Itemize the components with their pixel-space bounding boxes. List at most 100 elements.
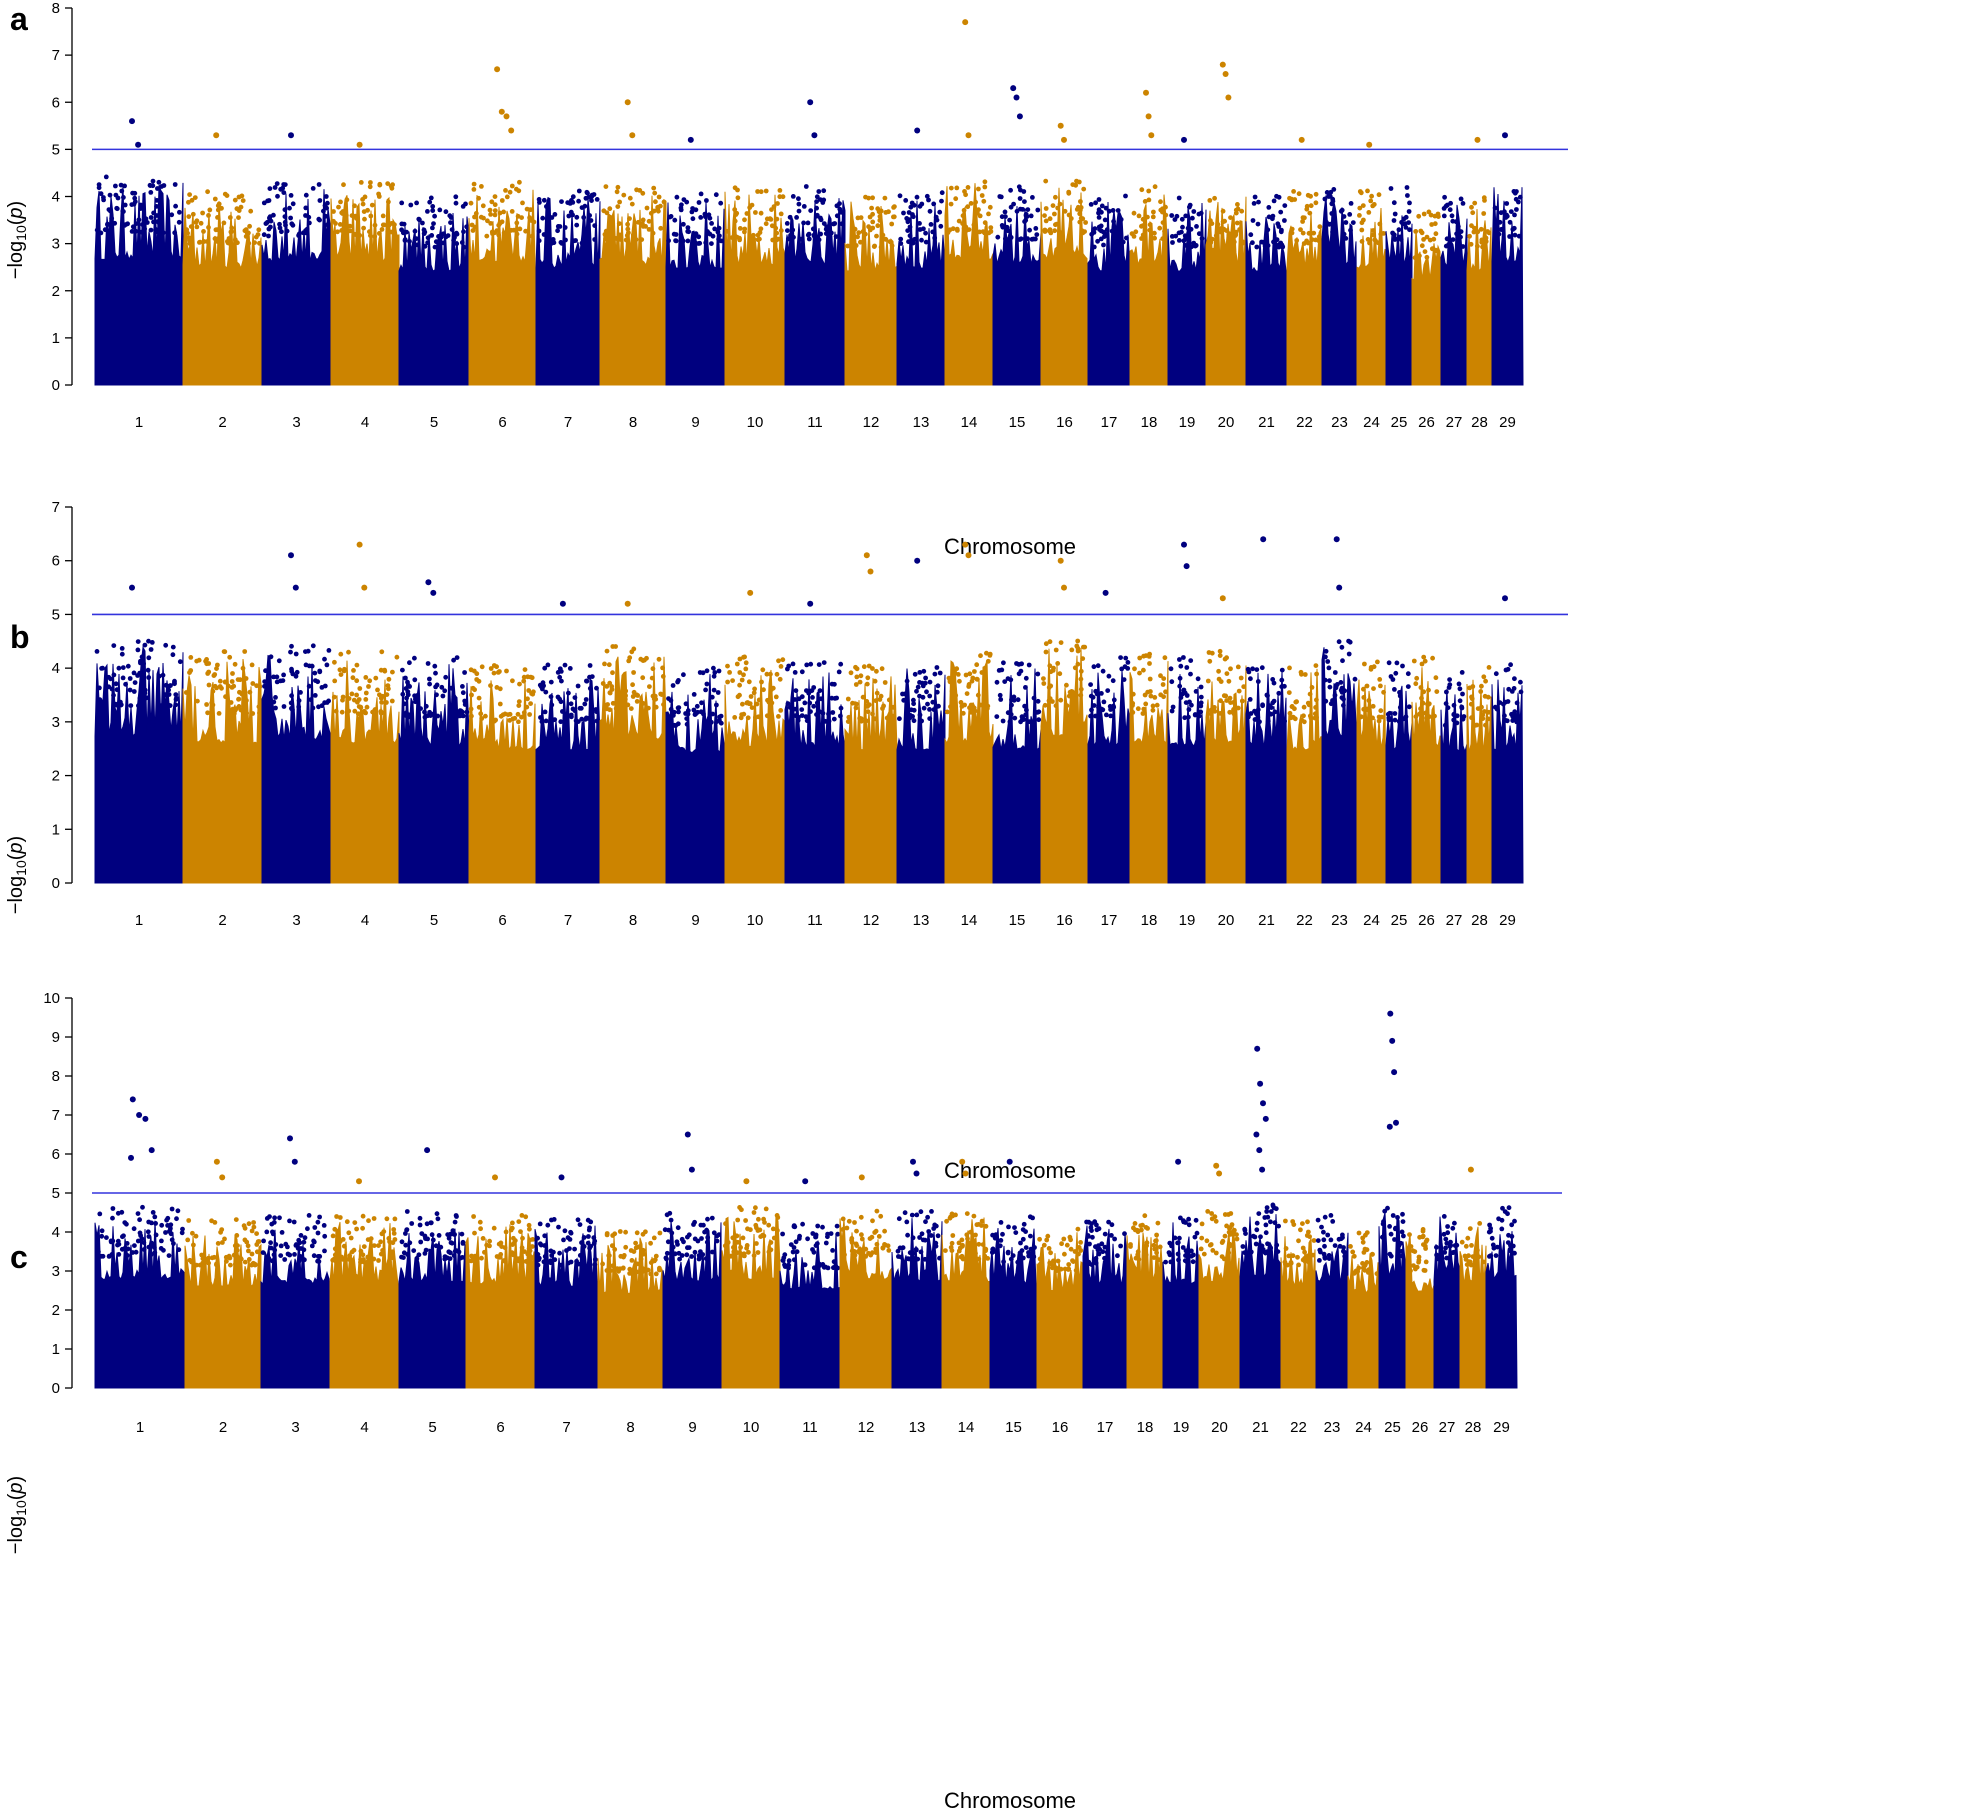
snp-point xyxy=(917,203,923,209)
snp-point xyxy=(832,221,838,226)
snp-point xyxy=(653,704,659,710)
snp-point xyxy=(914,194,920,200)
snp-point xyxy=(122,183,127,189)
snp-point xyxy=(1480,712,1486,718)
snp-point xyxy=(1154,1250,1159,1256)
chromosome-band-21 xyxy=(1239,1214,1282,1389)
snp-point xyxy=(1086,1261,1092,1267)
x-tick-label: 6 xyxy=(498,912,506,929)
snp-point xyxy=(1092,226,1098,232)
snp-point xyxy=(416,1252,422,1258)
snp-point xyxy=(755,1250,761,1255)
snp-point xyxy=(915,684,921,690)
snp-point xyxy=(1252,194,1258,200)
x-tick-label: 12 xyxy=(863,912,880,929)
snp-point xyxy=(949,1240,955,1246)
snp-point xyxy=(1025,207,1031,213)
panel-label: b xyxy=(10,619,30,655)
snp-point xyxy=(1210,1248,1216,1253)
snp-point xyxy=(1106,673,1112,679)
snp-point xyxy=(1270,677,1276,682)
snp-point xyxy=(971,705,977,711)
snp-point xyxy=(811,232,817,238)
snp-point xyxy=(1445,202,1450,208)
snp-point xyxy=(1444,1240,1450,1246)
x-tick-label: 20 xyxy=(1211,1419,1228,1436)
snp-point xyxy=(1102,217,1108,223)
snp-point xyxy=(348,1235,354,1241)
snp-point xyxy=(1268,1209,1274,1214)
snp-point xyxy=(454,231,460,237)
snp-point xyxy=(545,662,551,668)
snp-point xyxy=(836,669,842,675)
snp-point xyxy=(882,195,888,201)
snp-point xyxy=(808,709,813,714)
snp-point xyxy=(1110,208,1116,213)
snp-point xyxy=(135,1238,141,1244)
chromosome-band-10 xyxy=(724,669,786,884)
snp-point xyxy=(1180,1245,1186,1250)
band-scatter xyxy=(399,1209,466,1262)
snp-point xyxy=(344,1219,350,1225)
snp-point xyxy=(174,1216,179,1222)
snp-point xyxy=(715,229,721,235)
snp-point xyxy=(549,1253,555,1258)
snp-point xyxy=(212,672,218,677)
snp-point xyxy=(776,714,781,719)
snp-point xyxy=(442,688,448,694)
snp-point xyxy=(1072,665,1078,671)
snp-point xyxy=(630,682,635,688)
snp-point xyxy=(1075,1226,1081,1232)
snp-point xyxy=(1125,660,1131,665)
snp-point xyxy=(743,666,749,672)
snp-point xyxy=(273,705,278,711)
snp-point xyxy=(530,1237,536,1242)
snp-point xyxy=(1357,205,1363,211)
snp-point xyxy=(684,716,690,721)
snp-point xyxy=(1381,1250,1387,1256)
chromosome-band-25 xyxy=(1385,215,1413,386)
snp-point xyxy=(661,199,667,205)
snp-point xyxy=(1009,702,1014,708)
snp-point xyxy=(437,244,443,250)
snp-point xyxy=(808,208,814,214)
snp-point xyxy=(594,197,600,202)
snp-point xyxy=(1138,1223,1144,1228)
snp-point xyxy=(1157,225,1163,231)
y-tick-label: 6 xyxy=(52,94,60,111)
x-tick-label: 1 xyxy=(135,912,143,929)
top-snp-point xyxy=(135,141,142,148)
snp-point xyxy=(365,1254,371,1260)
snp-point xyxy=(1093,713,1098,719)
snp-point xyxy=(930,699,936,705)
snp-point xyxy=(1313,191,1319,197)
snp-point xyxy=(1386,717,1392,723)
snp-point xyxy=(985,230,990,236)
snp-point xyxy=(804,662,810,668)
chromosome-band-21 xyxy=(1245,671,1288,884)
snp-point xyxy=(427,199,433,205)
snp-point xyxy=(831,716,837,722)
snp-point xyxy=(997,692,1003,698)
snp-point xyxy=(698,1249,703,1254)
snp-point xyxy=(609,684,615,689)
snp-point xyxy=(522,667,528,672)
snp-point xyxy=(966,1240,972,1246)
snp-point xyxy=(245,1243,251,1249)
snp-point xyxy=(1337,1243,1343,1249)
snp-point xyxy=(1058,1266,1064,1272)
snp-point xyxy=(342,666,347,672)
snp-point xyxy=(1007,217,1012,223)
snp-point xyxy=(1111,697,1117,703)
snp-point xyxy=(1094,1222,1099,1228)
snp-point xyxy=(461,244,467,250)
snp-point xyxy=(1305,240,1311,246)
snp-point xyxy=(1091,664,1097,670)
snp-point xyxy=(452,1219,458,1225)
x-tick-label: 25 xyxy=(1391,414,1408,431)
snp-point xyxy=(1329,221,1334,227)
snp-point xyxy=(1512,232,1518,238)
snp-point xyxy=(1311,1238,1317,1243)
snp-point xyxy=(228,700,234,705)
snp-point xyxy=(1178,663,1184,669)
